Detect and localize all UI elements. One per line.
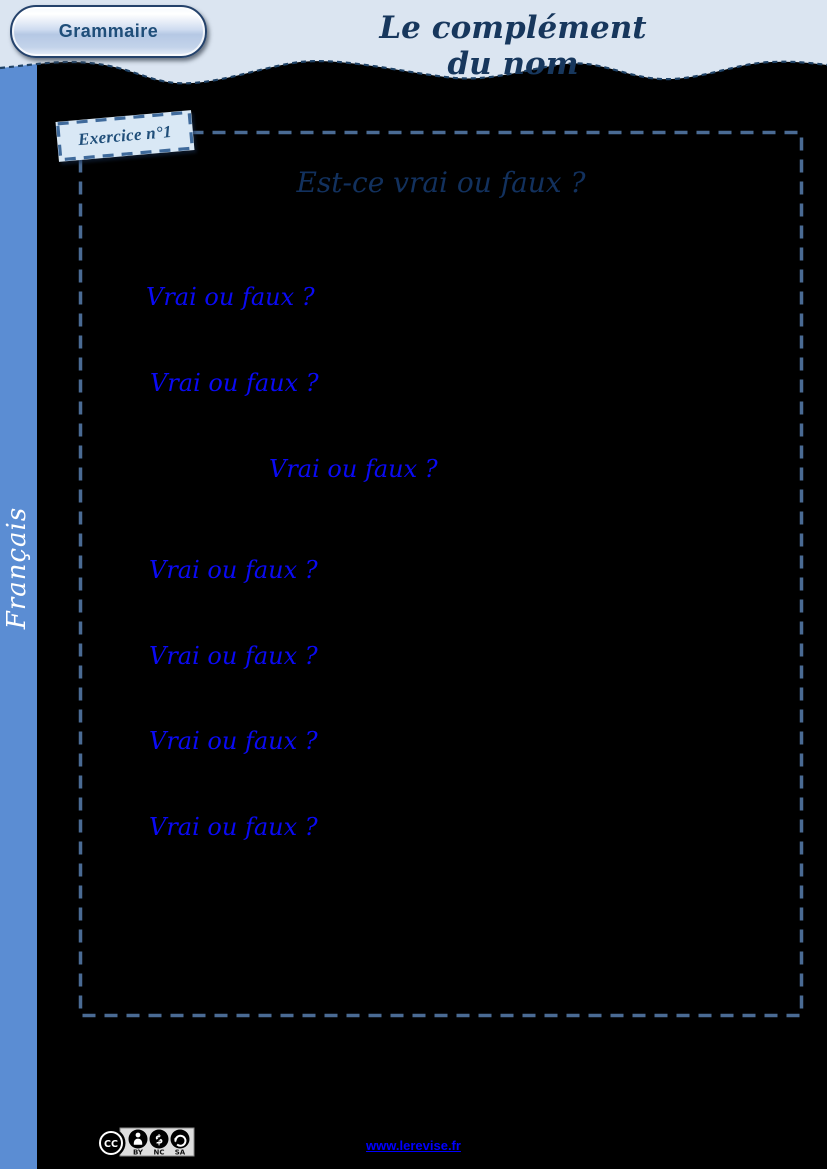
subject-sidebar <box>0 52 37 1169</box>
cc-nc-label: NC <box>154 1149 165 1157</box>
exercise-label-dashed-border <box>55 110 195 162</box>
svg-text:CC: CC <box>104 1139 118 1150</box>
vrai-faux-prompt: Vrai ou faux ? <box>150 369 319 397</box>
website-link[interactable]: www.lerevise.fr <box>366 1138 461 1153</box>
vrai-faux-prompt: Vrai ou faux ? <box>146 283 315 311</box>
header-band <box>0 0 827 85</box>
grammaire-badge-label: Grammaire <box>58 21 159 41</box>
header-wave-dashed-line <box>0 60 827 85</box>
vrai-faux-prompt: Vrai ou faux ? <box>149 642 318 670</box>
vrai-faux-prompt: Vrai ou faux ? <box>269 455 438 483</box>
exercise-number-label: Exercice n°1 <box>55 110 195 162</box>
cc-by-label: BY <box>133 1149 144 1157</box>
sidebar-subject-label: Français <box>2 506 32 630</box>
cc-by-icon <box>128 1129 148 1149</box>
vrai-faux-prompt: Vrai ou faux ? <box>149 813 318 841</box>
cc-nc-icon: $ <box>149 1129 169 1149</box>
vrai-faux-prompt: Vrai ou faux ? <box>149 727 318 755</box>
grammaire-badge: Grammaire <box>10 5 207 58</box>
cc-sa-icon <box>170 1129 190 1149</box>
cc-license-badge: CC $ BY NC SA <box>96 1127 195 1158</box>
header-band-fill <box>0 0 827 84</box>
cc-sa-label: SA <box>175 1149 186 1157</box>
cc-logo-icon: CC <box>96 1128 126 1158</box>
exercise-heading: Est-ce vrai ou faux ? <box>296 166 586 199</box>
page-title: Le complément du nom <box>379 10 647 82</box>
vrai-faux-prompt: Vrai ou faux ? <box>149 556 318 584</box>
